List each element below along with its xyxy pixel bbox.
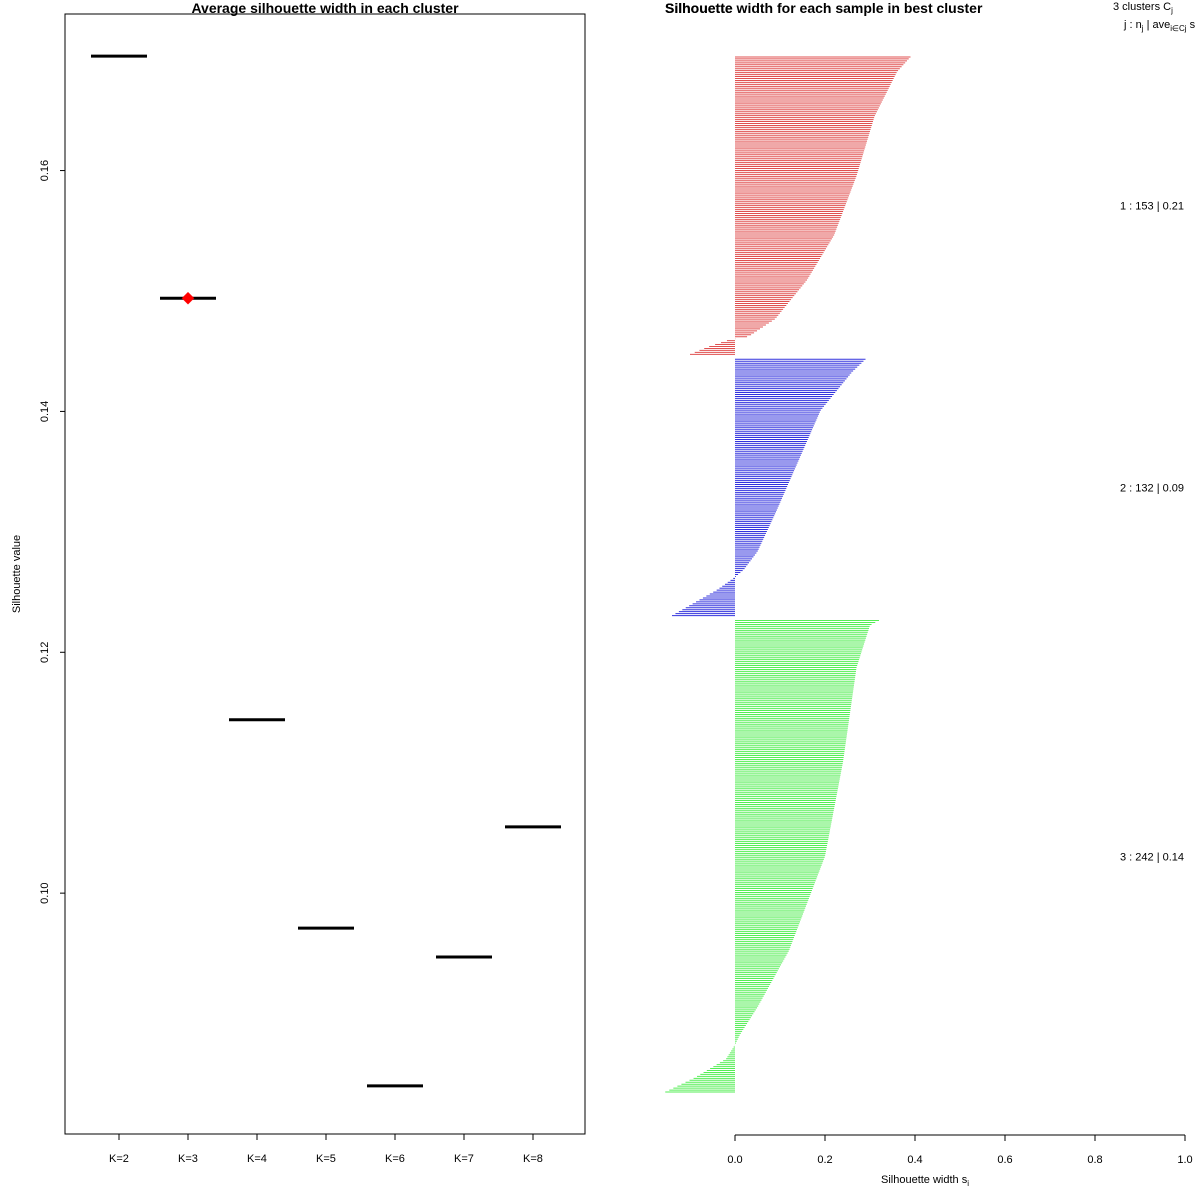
legend-cluster-rows: 1 : 153 | 0.21 2 : 132 | 0.09 3 : 242 | 0.… (1120, 201, 1184, 864)
legend-row-cluster-1: 1 : 153 | 0.21 (1120, 201, 1184, 213)
right-x-tick-label: 0.0 (727, 1154, 742, 1166)
left-x-tick-label: K=6 (385, 1153, 405, 1165)
legend-row-cluster-2: 2 : 132 | 0.09 (1120, 482, 1184, 494)
right-x-tick-label: 0.4 (907, 1154, 922, 1166)
left-data-marks (91, 54, 561, 1088)
cluster-3-bars (665, 620, 879, 1093)
left-x-tick-label: K=2 (109, 1153, 129, 1165)
left-y-axis: 0.10 0.12 0.14 0.16 (39, 160, 65, 904)
best-k-marker (181, 291, 195, 305)
right-x-tick-label: 0.6 (997, 1154, 1012, 1166)
legend-row-cluster-3: 3 : 242 | 0.14 (1120, 851, 1184, 863)
right-x-tick-label: 0.8 (1087, 1154, 1102, 1166)
legend-header-line1: 3 clusters Cj (1113, 1, 1173, 15)
left-plot-frame (64, 13, 586, 1135)
cluster-1-bars (690, 56, 911, 355)
left-x-tick-label: K=8 (523, 1153, 543, 1165)
right-x-tick-label: 1.0 (1177, 1154, 1192, 1166)
left-x-tick-label: K=3 (178, 1153, 198, 1165)
right-chart-overlap-title: Silhouette (665, 0, 733, 16)
left-y-tick-label: 0.14 (39, 401, 51, 422)
left-y-axis-label: Silhouette value (11, 535, 23, 613)
left-chart-title: Average silhouette width in each cluster (191, 0, 459, 16)
left-x-tick-label: K=4 (247, 1153, 267, 1165)
cluster-2-bars (672, 358, 866, 617)
left-x-tick-label: K=7 (454, 1153, 474, 1165)
right-x-axis-label: Silhouette width si (881, 1174, 969, 1188)
left-y-tick-label: 0.16 (39, 160, 51, 181)
left-y-tick-label: 0.12 (39, 642, 51, 663)
silhouette-width-plot: Silhouette Silhouette width for each sam… (665, 0, 1196, 1188)
silhouette-bars (665, 56, 911, 1093)
right-x-axis: 0.0 0.2 0.4 0.6 0.8 1.0 (727, 1134, 1193, 1166)
legend-header-line2: j : nj | avei∈Cj s (1123, 19, 1196, 33)
left-x-tick-label: K=5 (316, 1153, 336, 1165)
right-chart-title: Silhouette width for each sample in best… (665, 0, 983, 16)
average-silhouette-plot: Average silhouette width in each cluster… (11, 0, 586, 1165)
cluster-legend: 3 clusters Cj j : nj | avei∈Cj s 1 : 153… (1113, 1, 1196, 863)
left-x-axis: K=2 K=3 K=4 K=5 K=6 K=7 K=8 (109, 1134, 543, 1165)
left-y-tick-label: 0.10 (39, 882, 51, 903)
right-x-tick-label: 0.2 (817, 1154, 832, 1166)
